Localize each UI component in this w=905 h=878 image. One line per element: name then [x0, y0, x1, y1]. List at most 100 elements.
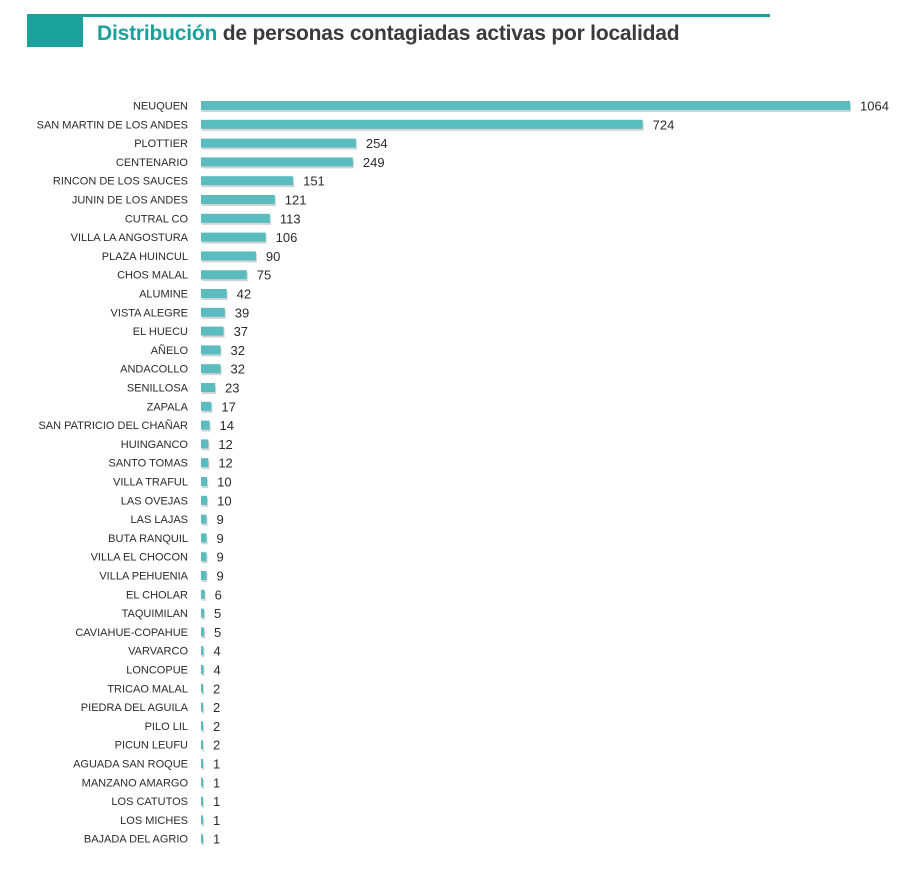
category-label: LAS OVEJAS	[121, 495, 188, 507]
bar	[201, 552, 207, 562]
category-label: ZAPALA	[147, 401, 189, 413]
bar	[201, 101, 850, 110]
bar	[201, 401, 212, 411]
chart-title: Distribución de personas contagiadas act…	[97, 22, 680, 46]
value-label: 32	[231, 343, 245, 358]
category-label: VISTA ALEGRE	[111, 307, 188, 319]
bar	[201, 571, 207, 580]
bar	[201, 270, 247, 280]
category-label: ALUMINE	[139, 289, 188, 301]
category-label: NEUQUEN	[133, 101, 188, 113]
value-label: 9	[216, 512, 223, 527]
value-label: 6	[215, 587, 222, 602]
category-label: VILLA EL CHOCON	[91, 552, 188, 564]
value-label: 2	[213, 719, 220, 734]
bar	[201, 364, 221, 374]
value-label: 1064	[860, 99, 889, 114]
category-label: PIEDRA DEL AGUILA	[81, 702, 189, 714]
bar	[201, 289, 227, 298]
bar	[201, 458, 209, 468]
category-label: SAN MARTIN DE LOS ANDES	[37, 119, 188, 131]
value-label: 5	[214, 606, 221, 621]
value-label: 75	[257, 268, 271, 283]
category-label: TAQUIMILAN	[122, 608, 188, 620]
bar	[201, 495, 208, 505]
value-label: 9	[216, 531, 223, 546]
category-label: VILLA TRAFUL	[113, 477, 188, 489]
value-label: 10	[217, 493, 231, 508]
category-label: CAVIAHUE-COPAHUE	[75, 627, 188, 639]
value-label: 1	[213, 775, 220, 790]
bar	[201, 477, 208, 486]
bar	[201, 627, 205, 637]
header-accent-block	[27, 14, 83, 47]
value-label: 39	[235, 305, 249, 320]
category-label: LAS LAJAS	[131, 514, 188, 526]
category-label: PLAZA HUINCUL	[102, 251, 188, 263]
chart-title-rest: de personas contagiadas activas por loca…	[217, 22, 680, 45]
bar	[201, 213, 270, 223]
category-label: LOS MICHES	[120, 815, 188, 827]
bar	[201, 683, 203, 693]
bar	[201, 176, 294, 186]
value-label: 12	[218, 437, 232, 452]
value-label: 17	[221, 399, 235, 414]
category-label: ANDACOLLO	[120, 364, 188, 376]
bar	[201, 702, 203, 712]
category-label: MANZANO AMARGO	[82, 777, 189, 789]
category-label: SENILLOSA	[127, 383, 189, 395]
bar	[201, 138, 356, 148]
bar	[201, 589, 205, 599]
value-label: 9	[216, 550, 223, 565]
value-label: 37	[234, 324, 248, 339]
category-label: EL CHOLAR	[126, 589, 188, 601]
value-label: 1	[213, 794, 220, 809]
category-label: VILLA LA ANGOSTURA	[71, 232, 189, 244]
value-label: 121	[285, 193, 307, 208]
value-label: 9	[216, 569, 223, 584]
bar	[201, 665, 204, 674]
bar	[201, 514, 207, 524]
bar	[201, 740, 203, 750]
bar	[201, 439, 209, 449]
category-label: SAN PATRICIO DEL CHAÑAR	[38, 419, 188, 432]
value-label: 2	[213, 681, 220, 696]
category-label: LONCOPUE	[126, 665, 188, 677]
bar	[201, 777, 203, 787]
category-label: SANTO TOMAS	[109, 458, 188, 470]
category-label: LOS CATUTOS	[111, 796, 188, 808]
category-label: PILO LIL	[145, 721, 188, 733]
bar	[201, 119, 643, 129]
header-rule	[83, 14, 770, 17]
bar	[201, 345, 221, 355]
value-label: 42	[237, 287, 251, 302]
bar	[201, 420, 210, 430]
value-label: 1	[213, 757, 220, 772]
chart-title-accent: Distribución	[97, 22, 218, 45]
bar	[201, 608, 205, 618]
category-label: AÑELO	[151, 344, 189, 357]
value-label: 106	[276, 230, 298, 245]
bar	[201, 195, 275, 204]
value-label: 113	[280, 211, 301, 226]
bar	[201, 383, 216, 392]
value-label: 14	[220, 418, 234, 433]
value-label: 254	[366, 136, 388, 151]
value-label: 4	[213, 644, 220, 659]
value-label: 249	[363, 155, 385, 170]
category-label: CUTRAL CO	[125, 213, 189, 225]
bar	[201, 157, 353, 167]
category-label: BUTA RANQUIL	[108, 533, 188, 545]
bar	[201, 307, 225, 317]
category-label: PLOTTIER	[134, 138, 188, 150]
value-label: 1	[213, 832, 220, 847]
bar	[201, 326, 224, 336]
bar	[201, 759, 203, 768]
category-label: CHOS MALAL	[117, 270, 188, 282]
bar	[201, 533, 207, 543]
value-label: 10	[217, 475, 231, 490]
bar	[201, 721, 203, 731]
category-label: VILLA PEHUENIA	[99, 571, 188, 583]
value-label: 90	[266, 249, 280, 264]
